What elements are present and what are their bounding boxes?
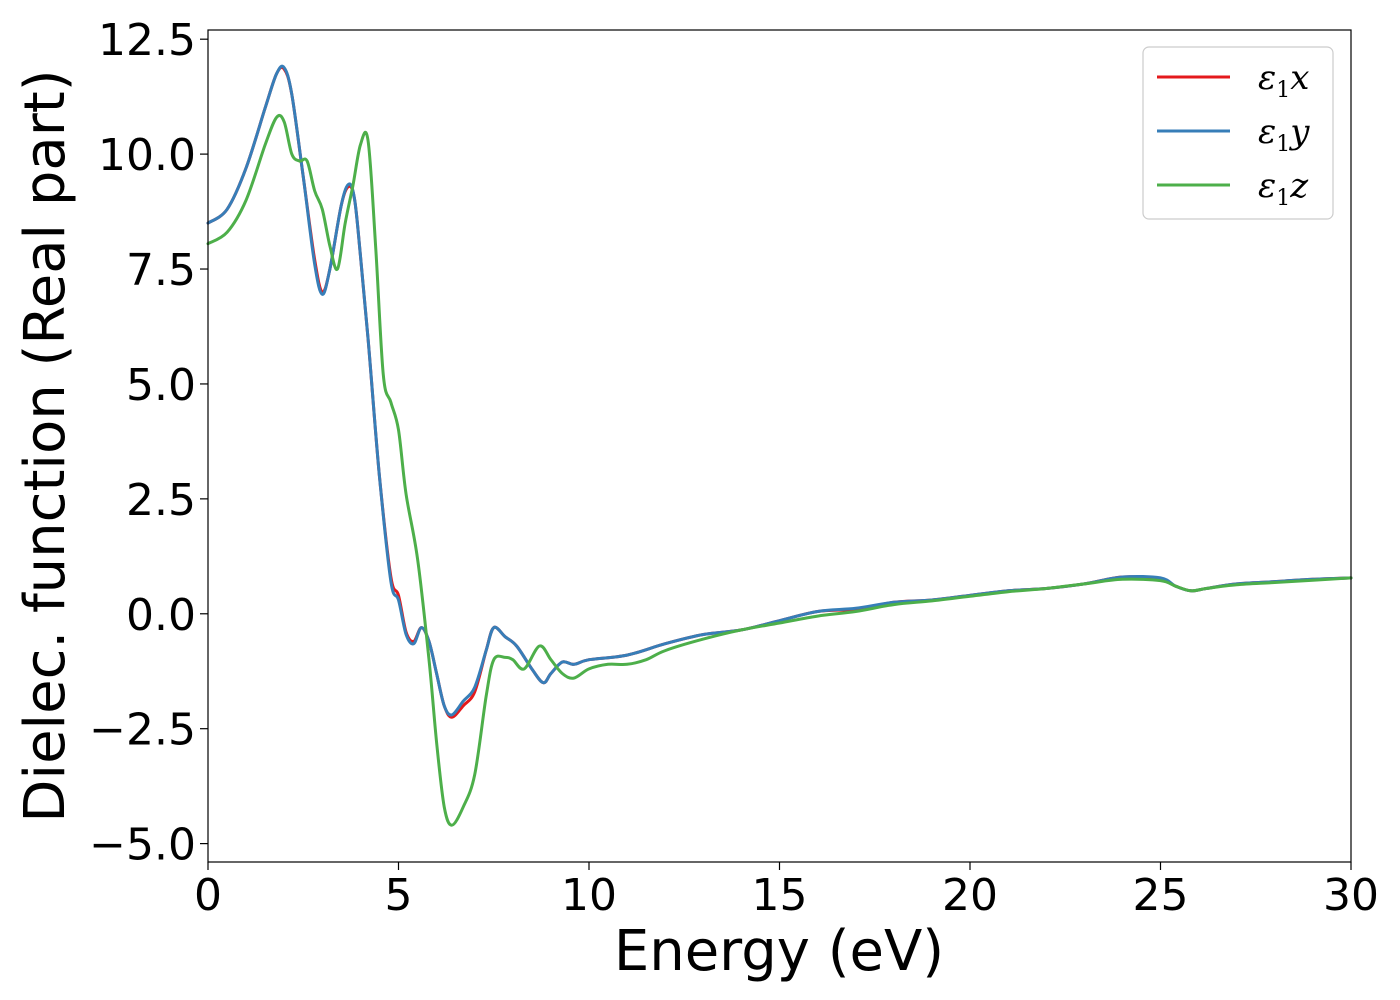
y-tick-label: 5.0 xyxy=(126,360,196,411)
y-axis: −5.0 −2.5 0.0 2.5 5.0 7.5 10.0 12.5 xyxy=(89,15,208,871)
y-tick-label: −2.5 xyxy=(89,705,196,756)
legend-box xyxy=(1142,46,1334,220)
x-tick-label: 30 xyxy=(1323,870,1379,921)
y-tick-label: 12.5 xyxy=(98,15,196,66)
y-tick-label: 2.5 xyxy=(126,475,196,526)
y-axis-label: Dielec. function (Real part) xyxy=(13,69,78,822)
legend: ε1x ε1y ε1z xyxy=(1142,46,1334,220)
plot-lines xyxy=(206,64,1353,827)
y-tick-label: 0.0 xyxy=(126,590,196,641)
x-tick-label: 10 xyxy=(561,870,617,921)
x-tick-label: 0 xyxy=(194,870,222,921)
legend-label-z: ε1z xyxy=(1258,166,1309,211)
x-axis-label: Energy (eV) xyxy=(614,919,944,984)
x-tick-label: 5 xyxy=(385,870,413,921)
x-tick-label: 20 xyxy=(942,870,998,921)
series-line-z xyxy=(206,113,1353,827)
x-tick-label: 15 xyxy=(752,870,808,921)
legend-label-x: ε1x xyxy=(1258,58,1309,103)
y-tick-label: 7.5 xyxy=(126,245,196,296)
x-tick-label: 25 xyxy=(1133,870,1189,921)
y-tick-label: −5.0 xyxy=(89,820,196,871)
y-tick-label: 10.0 xyxy=(98,130,196,181)
x-axis: 0 5 10 15 20 25 30 xyxy=(194,862,1379,921)
legend-label-y: ε1y xyxy=(1258,112,1310,157)
